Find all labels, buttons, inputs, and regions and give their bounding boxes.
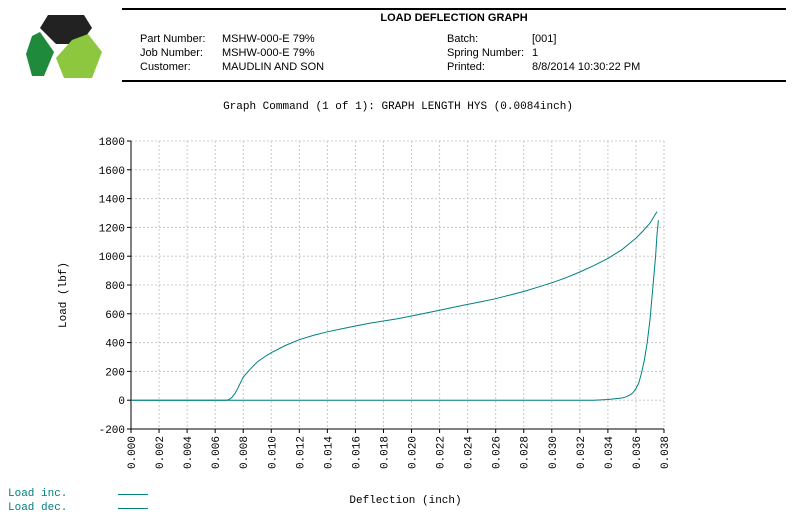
- y-tick-label: 400: [105, 339, 125, 351]
- x-tick-label: 0.028: [520, 436, 532, 469]
- job-number-label: Job Number:: [140, 47, 203, 59]
- legend-label-load-dec: Load dec.: [8, 502, 68, 514]
- part-number-label: Part Number:: [140, 33, 206, 45]
- y-tick-label: 1400: [99, 195, 125, 207]
- y-tick-label: 1000: [99, 252, 125, 264]
- y-tick-label: 200: [105, 367, 125, 379]
- graph-command-caption: Graph Command (1 of 1): GRAPH LENGTH HYS…: [223, 101, 573, 113]
- y-tick-label: 0: [118, 396, 125, 408]
- legend-label-load-inc: Load inc.: [8, 488, 68, 500]
- x-tick-label: 0.030: [548, 436, 560, 469]
- y-tick-label: 1800: [99, 137, 125, 149]
- x-tick-label: 0.000: [127, 436, 139, 469]
- company-logo: [26, 15, 102, 78]
- logo-lime-hexagon: [56, 34, 102, 78]
- batch-label: Batch:: [447, 33, 479, 45]
- logo-black-hexagon: [40, 15, 92, 44]
- x-tick-label: 0.018: [379, 436, 391, 469]
- batch-value: [001]: [532, 33, 557, 45]
- printed-label: Printed:: [447, 61, 485, 73]
- y-tick-label: 1200: [99, 223, 125, 235]
- customer-value: MAUDLIN AND SON: [222, 61, 325, 73]
- x-tick-label: 0.024: [464, 436, 476, 469]
- logo-green-hexagon: [26, 32, 54, 76]
- spring-number-value: 1: [532, 47, 539, 59]
- series-line-load-inc: [131, 211, 658, 401]
- printed-value: 8/8/2014 10:30:22 PM: [532, 61, 641, 73]
- report-header: LOAD DEFLECTION GRAPH Part Number: MSHW-…: [122, 8, 786, 82]
- x-tick-label: 0.020: [408, 436, 420, 469]
- legend-swatch-load-inc: [118, 494, 148, 495]
- x-tick-label: 0.022: [436, 436, 448, 469]
- y-tick-label: 1600: [99, 166, 125, 178]
- x-tick-label: 0.008: [239, 436, 251, 469]
- x-tick-label: 0.032: [576, 436, 588, 469]
- x-tick-label: 0.036: [632, 436, 644, 469]
- x-tick-label: 0.006: [211, 436, 223, 469]
- part-number-value: MSHW-000-E 79%: [222, 33, 315, 45]
- x-tick-label: 0.038: [660, 436, 672, 469]
- x-tick-label: 0.010: [267, 436, 279, 469]
- x-tick-label: 0.026: [492, 436, 504, 469]
- x-tick-label: 0.014: [323, 436, 335, 469]
- job-number-value: MSHW-000-E 79%: [222, 47, 315, 59]
- x-tick-label: 0.002: [155, 436, 167, 469]
- y-tick-label: 600: [105, 310, 125, 322]
- x-tick-label: 0.016: [351, 436, 363, 469]
- x-tick-label: 0.012: [295, 436, 307, 469]
- series-line-load-dec: [131, 220, 659, 401]
- spring-number-label: Spring Number:: [447, 47, 525, 59]
- legend-swatch-load-dec: [118, 508, 148, 509]
- report-title: LOAD DEFLECTION GRAPH: [380, 12, 528, 24]
- y-axis-title: Load (lbf): [58, 262, 70, 328]
- y-tick-label: 800: [105, 281, 125, 293]
- x-tick-label: 0.004: [183, 436, 195, 469]
- customer-label: Customer:: [140, 61, 191, 73]
- y-tick-label: -200: [99, 425, 125, 437]
- x-tick-label: 0.034: [604, 436, 616, 469]
- x-axis-title: Deflection (inch): [349, 495, 461, 507]
